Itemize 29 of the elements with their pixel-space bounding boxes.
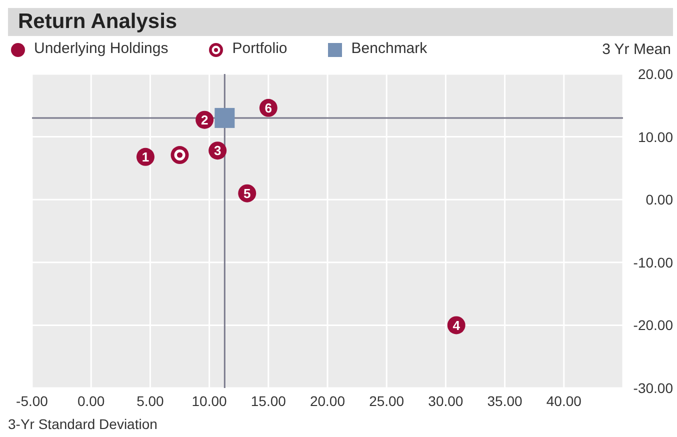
chart-title: Return Analysis: [8, 8, 673, 36]
x-tick-label: -5.00: [16, 392, 48, 409]
y-tick-label: 20.00: [638, 66, 674, 82]
annotation: 4: [452, 318, 461, 333]
x-tick-label: 15.00: [250, 392, 286, 409]
annotation: 6: [264, 100, 272, 116]
x-axis-title: 3-Yr Standard Deviation: [8, 416, 158, 432]
x-tick-label: 10.00: [192, 392, 228, 409]
x-tick-label: 5.00: [136, 392, 164, 409]
annotation: 5: [244, 186, 251, 201]
point: [214, 108, 235, 128]
y-tick-label: 10.00: [638, 128, 674, 145]
x-tick-label: 0.00: [77, 392, 105, 409]
y-axis-title: 3 Yr Mean: [602, 40, 671, 58]
legend-label: Underlying Holdings: [34, 40, 168, 58]
x-tick-label: 25.00: [369, 392, 404, 409]
legend-label: Portfolio: [232, 40, 288, 58]
annotation: 1: [142, 150, 150, 165]
x-tick-label: 40.00: [546, 392, 582, 409]
x-tick-label: 20.00: [310, 392, 346, 409]
x-tick-label: 30.00: [428, 392, 464, 409]
y-tick-label: -20.00: [633, 317, 674, 334]
annotation: 2: [200, 112, 208, 128]
legend-label: Benchmark: [351, 40, 428, 58]
x-tick-label: 35.00: [487, 392, 523, 409]
annotation: 3: [214, 143, 222, 158]
y-tick-label: 0.00: [646, 192, 674, 208]
y-tick-label: -30.00: [633, 380, 674, 396]
y-tick-label: -10.00: [633, 254, 674, 270]
